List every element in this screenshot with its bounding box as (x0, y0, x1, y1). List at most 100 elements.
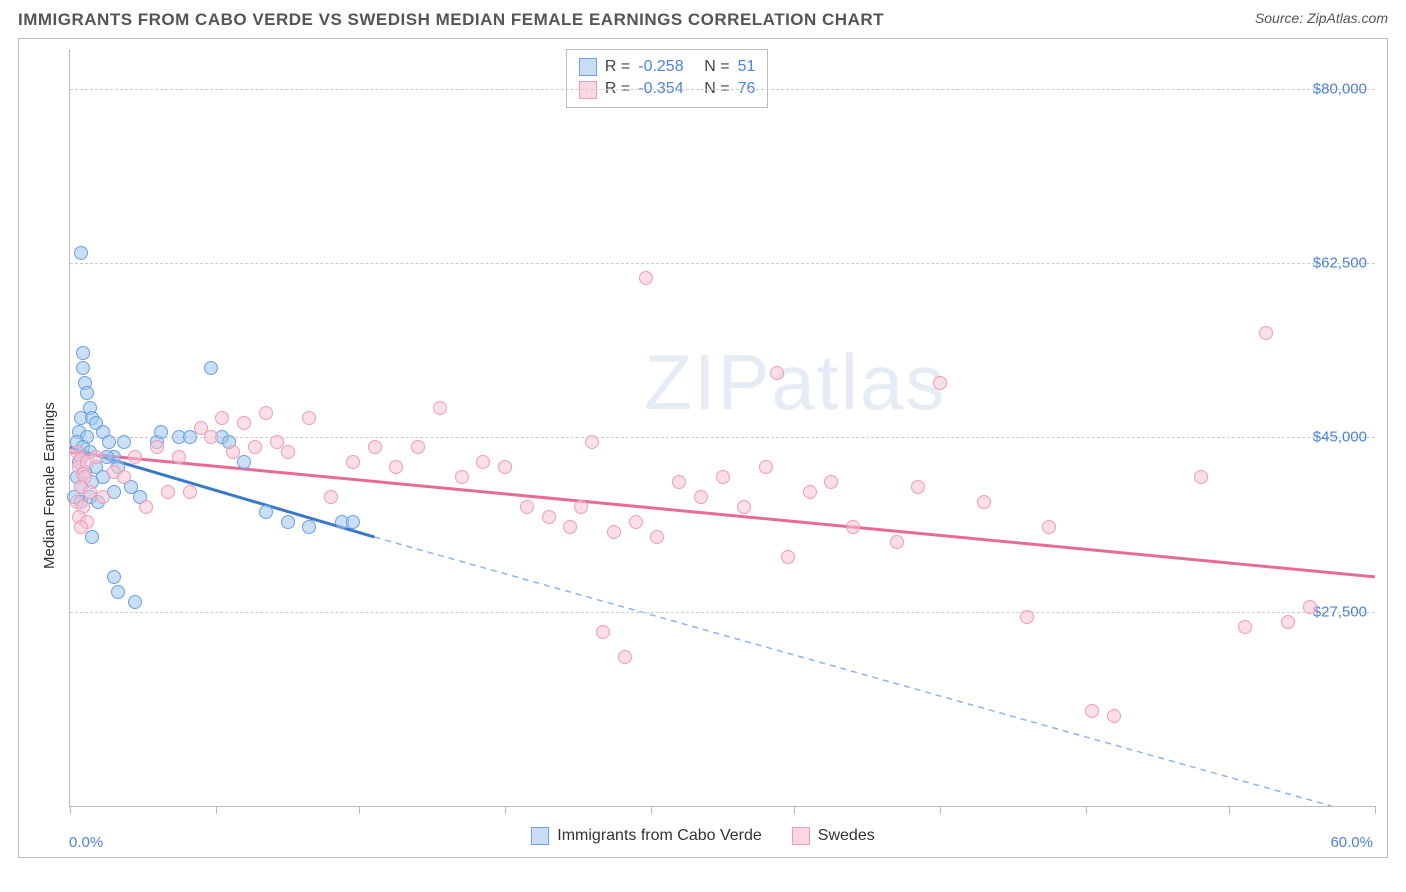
data-point (542, 510, 556, 524)
plot-area: ZIPatlas R =-0.258N =51R =-0.354N =76 $2… (69, 49, 1375, 807)
data-point (83, 485, 97, 499)
data-point (346, 515, 360, 529)
data-point (1020, 610, 1034, 624)
data-point (183, 430, 197, 444)
data-point (302, 411, 316, 425)
stats-box: R =-0.258N =51R =-0.354N =76 (566, 49, 768, 108)
legend: Immigrants from Cabo Verde Swedes (19, 827, 1387, 845)
data-point (80, 386, 94, 400)
data-point (346, 455, 360, 469)
data-point (248, 440, 262, 454)
legend-swatch (792, 827, 810, 845)
grid-line (70, 437, 1375, 438)
data-point (607, 525, 621, 539)
grid-line (70, 89, 1375, 90)
data-point (204, 430, 218, 444)
data-point (1194, 470, 1208, 484)
data-point (1085, 704, 1099, 718)
data-point (672, 475, 686, 489)
series-swatch (579, 58, 597, 76)
data-point (172, 450, 186, 464)
data-point (911, 480, 925, 494)
chart-title: IMMIGRANTS FROM CABO VERDE VS SWEDISH ME… (18, 10, 884, 30)
data-point (650, 530, 664, 544)
data-point (107, 570, 121, 584)
chart-area: Median Female Earnings ZIPatlas R = -0.25… (18, 38, 1388, 858)
y-axis-title: Median Female Earnings (41, 402, 58, 569)
watermark: ZIPatlas (644, 337, 946, 428)
data-point (781, 550, 795, 564)
data-point (237, 416, 251, 430)
data-point (117, 470, 131, 484)
data-point (629, 515, 643, 529)
data-point (596, 625, 610, 639)
data-point (389, 460, 403, 474)
legend-item: Immigrants from Cabo Verde (531, 827, 762, 845)
y-tick-label: $27,500 (1313, 603, 1367, 620)
data-point (74, 246, 88, 260)
y-tick-label: $62,500 (1313, 255, 1367, 272)
data-point (759, 460, 773, 474)
grid-line (70, 263, 1375, 264)
data-point (96, 490, 110, 504)
data-point (846, 520, 860, 534)
data-point (977, 495, 991, 509)
data-point (76, 361, 90, 375)
chart-container: IMMIGRANTS FROM CABO VERDE VS SWEDISH ME… (0, 0, 1406, 892)
x-tick (1229, 806, 1230, 814)
data-point (1107, 709, 1121, 723)
data-point (259, 505, 273, 519)
stats-row: R =-0.258N =51 (579, 56, 755, 78)
data-point (585, 435, 599, 449)
data-point (237, 455, 251, 469)
data-point (324, 490, 338, 504)
data-point (281, 445, 295, 459)
data-point (803, 485, 817, 499)
r-label: R = (605, 56, 630, 78)
source-label: Source: ZipAtlas.com (1255, 10, 1388, 26)
data-point (737, 500, 751, 514)
x-tick (940, 806, 941, 814)
y-tick-label: $80,000 (1313, 80, 1367, 97)
data-point (259, 406, 273, 420)
data-point (639, 271, 653, 285)
data-point (433, 401, 447, 415)
data-point (102, 435, 116, 449)
x-tick (70, 806, 71, 814)
data-point (520, 500, 534, 514)
data-point (74, 520, 88, 534)
data-point (694, 490, 708, 504)
data-point (933, 376, 947, 390)
data-point (89, 450, 103, 464)
data-point (154, 425, 168, 439)
data-point (117, 435, 131, 449)
legend-swatch (531, 827, 549, 845)
legend-label: Immigrants from Cabo Verde (557, 827, 762, 845)
data-point (618, 650, 632, 664)
grid-line (70, 612, 1375, 613)
data-point (824, 475, 838, 489)
data-point (85, 530, 99, 544)
x-tick (359, 806, 360, 814)
data-point (498, 460, 512, 474)
data-point (455, 470, 469, 484)
data-point (770, 366, 784, 380)
data-point (76, 346, 90, 360)
x-tick (794, 806, 795, 814)
data-point (368, 440, 382, 454)
data-point (563, 520, 577, 534)
r-value: -0.258 (638, 56, 696, 78)
data-point (111, 585, 125, 599)
data-point (215, 411, 229, 425)
data-point (1303, 600, 1317, 614)
data-point (150, 440, 164, 454)
data-point (139, 500, 153, 514)
data-point (476, 455, 490, 469)
y-tick-label: $45,000 (1313, 429, 1367, 446)
data-point (1281, 615, 1295, 629)
legend-label: Swedes (818, 827, 875, 845)
data-point (890, 535, 904, 549)
x-tick (505, 806, 506, 814)
data-point (128, 595, 142, 609)
data-point (226, 445, 240, 459)
